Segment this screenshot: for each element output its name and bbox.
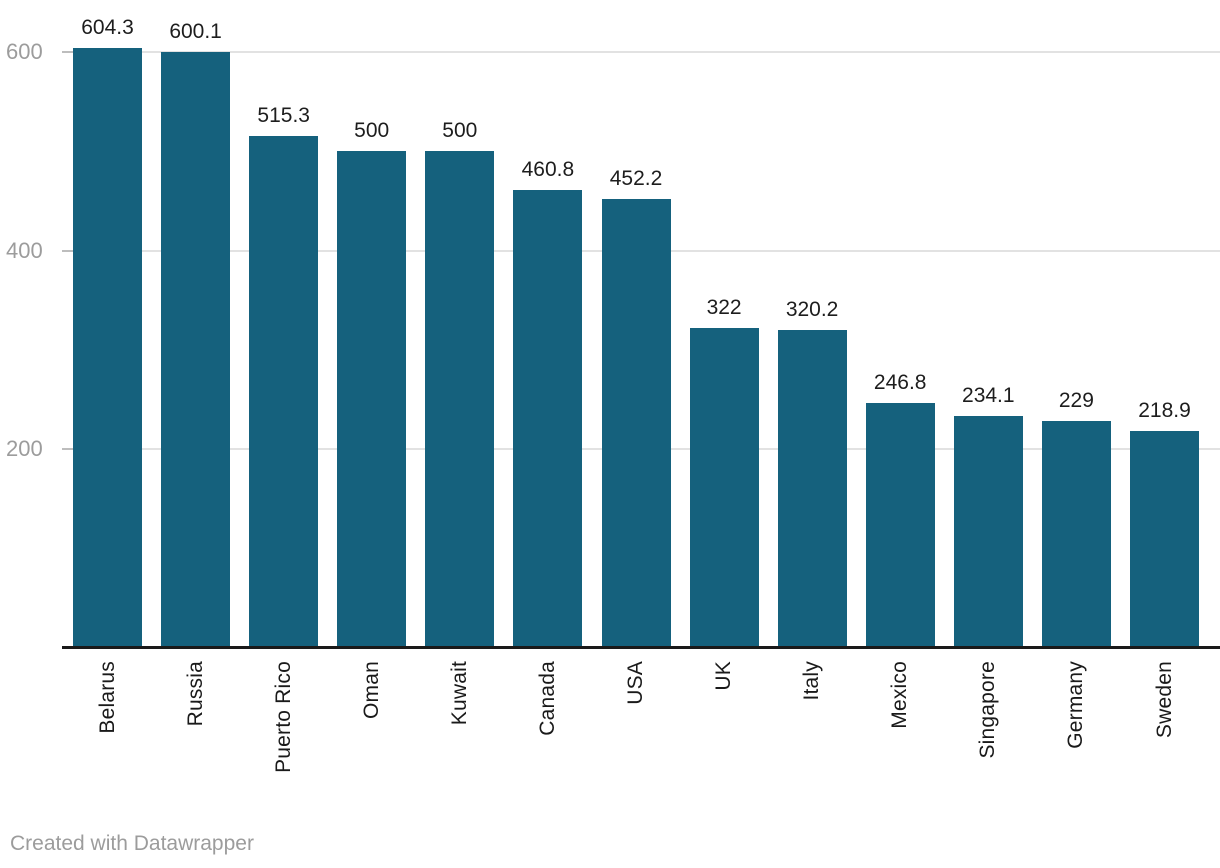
x-axis-label: Puerto Rico — [271, 661, 295, 773]
bar-value-label: 604.3 — [81, 15, 134, 39]
x-axis-label: Singapore — [976, 661, 1000, 759]
y-tick-mark — [62, 51, 73, 53]
bar-germany[interactable] — [1041, 420, 1111, 648]
bar-value-label: 500 — [354, 119, 390, 143]
bar-uk[interactable] — [689, 328, 759, 648]
x-axis-label: Sweden — [1152, 661, 1176, 739]
x-axis-label: USA — [624, 661, 647, 705]
bar-italy[interactable] — [777, 329, 847, 648]
bar-canada[interactable] — [513, 190, 583, 648]
bar-value-label: 320.2 — [785, 297, 839, 321]
bar-value-label: 515.3 — [257, 104, 310, 128]
bar-sweden[interactable] — [1130, 430, 1199, 648]
x-axis-line — [62, 646, 1220, 649]
x-axis-label: Belarus — [95, 661, 119, 734]
bar-usa[interactable] — [601, 198, 671, 648]
x-axis-label: Germany — [1064, 661, 1088, 749]
x-axis-label: Canada — [535, 661, 559, 736]
y-tick-mark — [62, 249, 73, 252]
bar-mexico[interactable] — [865, 402, 935, 648]
bar-value-label: 218.9 — [1138, 398, 1191, 422]
y-tick-mark — [62, 448, 73, 451]
bar-value-label: 234.1 — [962, 383, 1015, 407]
x-axis-label: Kuwait — [447, 661, 471, 726]
bar-russia[interactable] — [161, 51, 231, 648]
datawrapper-credit-link[interactable]: Created with Datawrapper — [10, 832, 254, 855]
bar-value-label: 500 — [442, 119, 478, 143]
gridline-600 — [62, 51, 1220, 53]
bar-value-label: 322 — [706, 296, 742, 320]
x-axis-label: Italy — [800, 661, 824, 701]
x-axis-label: Oman — [359, 661, 383, 719]
x-axis-label: UK — [712, 661, 736, 691]
x-axis-label: Mexico — [888, 661, 912, 729]
bar-puerto-rico[interactable] — [249, 136, 319, 648]
bar-value-label: 246.8 — [873, 370, 927, 394]
bar-value-label: 452.2 — [609, 166, 663, 190]
bar-value-label: 600.1 — [169, 19, 222, 43]
bar-value-label: 460.8 — [521, 158, 575, 182]
y-tick-label: 600 — [6, 39, 43, 64]
y-tick-label: 400 — [6, 237, 43, 263]
bar-value-label: 229 — [1058, 388, 1094, 412]
bar-singapore[interactable] — [953, 415, 1023, 648]
bar-belarus[interactable] — [73, 47, 142, 648]
y-tick-label: 200 — [6, 436, 43, 462]
bar-kuwait[interactable] — [425, 151, 495, 648]
x-axis-label: Russia — [183, 661, 207, 727]
bar-oman[interactable] — [337, 151, 407, 648]
